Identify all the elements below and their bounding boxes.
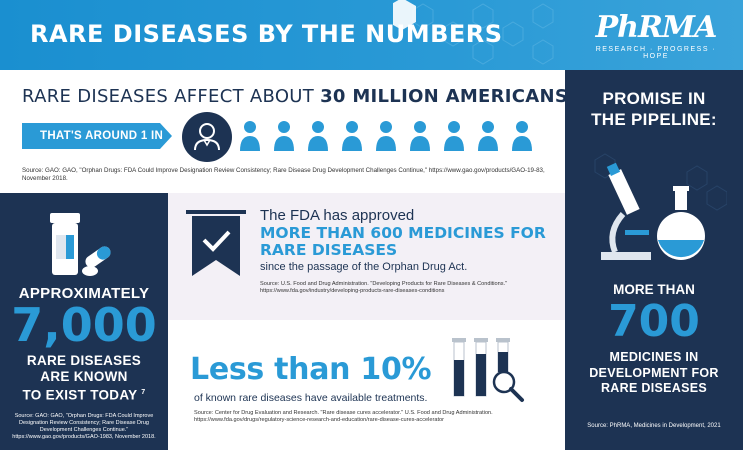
person-icon: [194, 123, 220, 151]
fda-approved-section: The FDA has approved MORE THAN 600 MEDIC…: [168, 193, 565, 320]
person-icon: [308, 121, 328, 151]
ratio-badge: THAT'S AROUND 1 IN 106: [22, 123, 172, 149]
treatments-headline: Less than 10%: [190, 352, 432, 387]
known-diseases-section: APPROXIMATELY 7,000 RARE DISEASES ARE KN…: [0, 193, 168, 450]
pipeline-title-line2: THE PIPELINE:: [591, 110, 717, 129]
person-icon: [274, 121, 294, 151]
person-icon: [444, 121, 464, 151]
phrma-logo: PhRMA RESEARCH · PROGRESS · HOPE: [591, 10, 721, 61]
test-tubes-icon: [452, 338, 524, 402]
pipeline-label: MEDICINES IN DEVELOPMENT FOR RARE DISEAS…: [565, 350, 743, 397]
fda-headline-line2: RARE DISEASES: [260, 241, 398, 259]
affected-headline-prefix: RARE DISEASES AFFECT ABOUT: [22, 86, 321, 107]
magnifier-icon: [492, 370, 524, 402]
known-label-line3: TO EXIST TODAY: [22, 387, 138, 403]
affected-headline-bold: 30 MILLION AMERICANS—: [320, 86, 587, 107]
affected-headline: RARE DISEASES AFFECT ABOUT 30 MILLION AM…: [22, 86, 586, 107]
person-icon: [342, 121, 362, 151]
ratio-text: THAT'S AROUND 1 IN 10: [40, 130, 164, 171]
pipeline-label-line1: MEDICINES IN: [609, 350, 699, 364]
header-banner: RARE DISEASES BY THE NUMBERS PhRMA RESEA…: [0, 0, 743, 70]
person-icon: [478, 121, 498, 151]
logo-tagline: RESEARCH · PROGRESS · HOPE: [595, 46, 717, 60]
microscope-icon: [601, 162, 651, 260]
ratio-sup: 6: [53, 158, 58, 165]
known-source: Source: GAO: GAO, "Orphan Drugs: FDA Cou…: [12, 413, 156, 440]
person-icon: [240, 121, 260, 151]
flask-icon: [657, 186, 705, 260]
known-label-line2: ARE KNOWN: [40, 369, 128, 384]
treatments-section: Less than 10% of known rare diseases hav…: [168, 320, 565, 450]
fda-intro: The FDA has approved: [260, 207, 415, 224]
pipeline-title-line1: PROMISE IN: [602, 89, 706, 108]
fda-since-text: since the passage of the Orphan Drug Act…: [260, 261, 468, 273]
known-diseases-number: 7,000: [11, 298, 157, 352]
microscope-flask-illustration: [594, 153, 727, 260]
person-icon: [376, 121, 396, 151]
person-icon: [410, 121, 430, 151]
affected-source: Source: GAO: GAO, "Orphan Drugs: FDA Cou…: [22, 167, 545, 182]
treatments-source: Source: Center for Drug Evaluation and R…: [194, 410, 493, 423]
pipeline-source: Source: PhRMA, Medicines in Development,…: [587, 423, 721, 429]
page-title: RARE DISEASES BY THE NUMBERS: [30, 20, 503, 48]
person-icon: [512, 121, 532, 151]
fda-source: Source: U.S. Food and Drug Administratio…: [260, 281, 508, 294]
pill-bottle-icon: [50, 213, 111, 276]
pipeline-title: PROMISE IN THE PIPELINE:: [565, 88, 743, 130]
approximately-label: APPROXIMATELY: [18, 285, 150, 302]
treatments-subtext: of known rare diseases have available tr…: [194, 392, 428, 404]
pipeline-number: 700: [608, 296, 700, 347]
pipeline-label-line2: DEVELOPMENT FOR: [589, 365, 719, 380]
logo-wordmark: PhRMA: [595, 10, 718, 45]
fda-headline-line1: MORE THAN 600 MEDICINES FOR: [260, 224, 546, 242]
highlighted-person-circle: [182, 112, 232, 162]
known-label-line1: RARE DISEASES: [26, 353, 142, 368]
ribbon-check-icon: [186, 210, 246, 276]
pipeline-more-than: MORE THAN: [613, 282, 695, 297]
pipeline-label-line3: RARE DISEASES: [600, 381, 707, 395]
affected-section: RARE DISEASES AFFECT ABOUT 30 MILLION AM…: [0, 70, 586, 193]
hexagon-pattern-decoration: [393, 0, 554, 65]
fda-headline: MORE THAN 600 MEDICINES FOR RARE DISEASE…: [260, 225, 560, 259]
pipeline-section: PROMISE IN THE PIPELINE: MORE THAN 700 M…: [565, 70, 743, 450]
known-label-sup: 7: [141, 389, 146, 396]
known-diseases-label: RARE DISEASES ARE KNOWN TO EXIST TODAY 7: [0, 353, 168, 404]
